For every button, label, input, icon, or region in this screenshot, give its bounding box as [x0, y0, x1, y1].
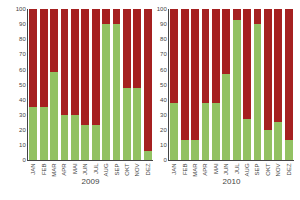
svg-text:30: 30 [160, 112, 167, 118]
svg-text:20: 20 [160, 127, 167, 133]
svg-text:JUN: JUN [82, 163, 88, 175]
svg-text:0: 0 [163, 157, 167, 163]
svg-text:AUG: AUG [244, 163, 250, 176]
svg-text:60: 60 [19, 67, 26, 73]
svg-text:MAI: MAI [213, 163, 219, 174]
svg-text:30: 30 [19, 112, 26, 118]
svg-text:SEP: SEP [254, 163, 260, 175]
svg-text:2009: 2009 [82, 177, 100, 186]
svg-text:JAN: JAN [30, 163, 36, 174]
svg-text:90: 90 [160, 21, 167, 27]
svg-text:DEZ: DEZ [145, 163, 151, 175]
svg-text:0: 0 [22, 157, 26, 163]
svg-text:OKT: OKT [124, 163, 130, 176]
svg-text:DEZ: DEZ [286, 163, 292, 175]
svg-text:NOV: NOV [275, 163, 281, 176]
svg-text:FEB: FEB [41, 163, 47, 175]
svg-text:APR: APR [61, 163, 67, 176]
svg-text:FEB: FEB [182, 163, 188, 175]
svg-text:JAN: JAN [171, 163, 177, 174]
svg-text:JUL: JUL [93, 163, 99, 174]
svg-text:60: 60 [160, 67, 167, 73]
svg-text:2010: 2010 [223, 177, 241, 186]
svg-text:JUN: JUN [223, 163, 229, 175]
svg-text:80: 80 [19, 36, 26, 42]
svg-text:50: 50 [19, 82, 26, 88]
svg-text:40: 40 [160, 97, 167, 103]
svg-text:10: 10 [160, 142, 167, 148]
svg-text:SEP: SEP [114, 163, 120, 175]
svg-text:MAR: MAR [192, 163, 198, 177]
svg-text:70: 70 [19, 51, 26, 57]
svg-text:100: 100 [157, 6, 168, 12]
svg-text:APR: APR [202, 163, 208, 176]
svg-text:MAI: MAI [72, 163, 78, 174]
svg-text:100: 100 [16, 6, 27, 12]
svg-text:AUG: AUG [103, 163, 109, 176]
svg-text:MAR: MAR [51, 163, 57, 177]
svg-text:80: 80 [160, 36, 167, 42]
svg-text:70: 70 [160, 51, 167, 57]
svg-text:JUL: JUL [234, 163, 240, 174]
svg-text:OKT: OKT [265, 163, 271, 176]
svg-text:NOV: NOV [134, 163, 140, 176]
svg-text:10: 10 [19, 142, 26, 148]
svg-text:40: 40 [19, 97, 26, 103]
svg-text:50: 50 [160, 82, 167, 88]
svg-text:20: 20 [19, 127, 26, 133]
svg-text:90: 90 [19, 21, 26, 27]
